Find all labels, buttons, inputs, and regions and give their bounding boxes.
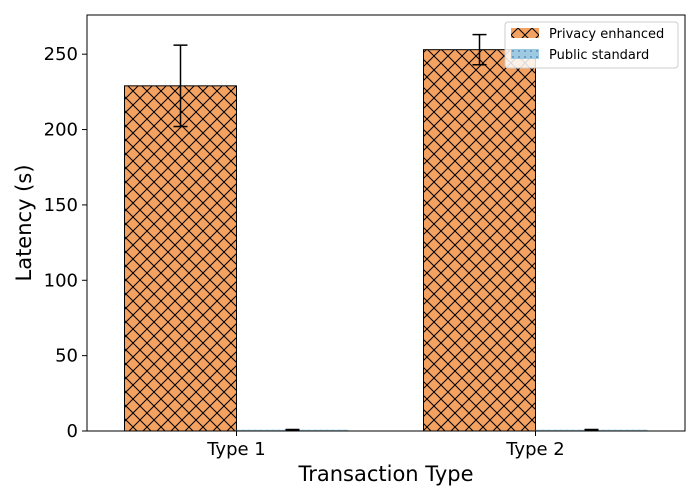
y-tick-label-200: 200 xyxy=(44,120,78,141)
legend-frame xyxy=(504,21,679,69)
bar-privacy-enhanced-type-1 xyxy=(124,85,237,432)
legend: Privacy enhanced Public standard xyxy=(504,21,679,69)
y-tick-label-50: 50 xyxy=(55,346,78,367)
error-bar-privacy-enhanced-type-2 xyxy=(472,33,487,66)
axes: Type 1 Type 2 0 50 100 150 200 250 xyxy=(44,44,565,460)
legend-label-privacy-enhanced: Privacy enhanced xyxy=(549,27,664,42)
y-tick-label-0: 0 xyxy=(67,421,78,442)
legend-swatch-public-standard-hatch xyxy=(511,49,539,59)
x-axis-label: Transaction Type xyxy=(297,462,473,486)
bar-hatch-privacy-enhanced-type-1 xyxy=(124,85,237,431)
y-axis-label: Latency (s) xyxy=(12,164,36,281)
bar-privacy-enhanced-type-2 xyxy=(423,49,536,432)
bar-hatch-privacy-enhanced-type-2 xyxy=(423,49,536,432)
legend-label-public-standard: Public standard xyxy=(549,48,649,63)
error-bar-public-standard-type-2 xyxy=(584,428,599,431)
plot-area xyxy=(124,33,648,432)
error-bar-public-standard-type-1 xyxy=(285,428,300,431)
legend-swatch-privacy-enhanced-hatch xyxy=(511,28,539,38)
plot-frame xyxy=(86,14,686,432)
x-tick-label-type-2: Type 2 xyxy=(505,439,565,460)
x-tick-label-type-1: Type 1 xyxy=(206,439,266,460)
error-bar-privacy-enhanced-type-1 xyxy=(173,44,188,128)
y-tick-label-100: 100 xyxy=(44,270,78,291)
y-tick-label-250: 250 xyxy=(44,44,78,65)
y-tick-label-150: 150 xyxy=(44,195,78,216)
